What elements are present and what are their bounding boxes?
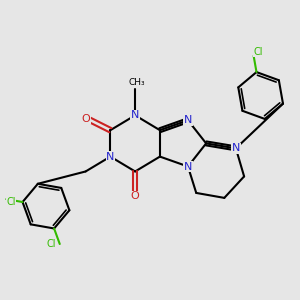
Text: CH₃: CH₃ xyxy=(128,79,145,88)
Text: N: N xyxy=(131,110,139,120)
Text: O: O xyxy=(81,114,90,124)
Text: Cl: Cl xyxy=(7,197,16,207)
Text: N: N xyxy=(184,161,192,172)
Text: O: O xyxy=(131,191,140,201)
Text: Cl: Cl xyxy=(47,239,56,249)
Text: N: N xyxy=(184,115,192,125)
Text: Cl: Cl xyxy=(254,47,263,57)
Text: N: N xyxy=(106,152,115,162)
Text: N: N xyxy=(232,143,240,153)
